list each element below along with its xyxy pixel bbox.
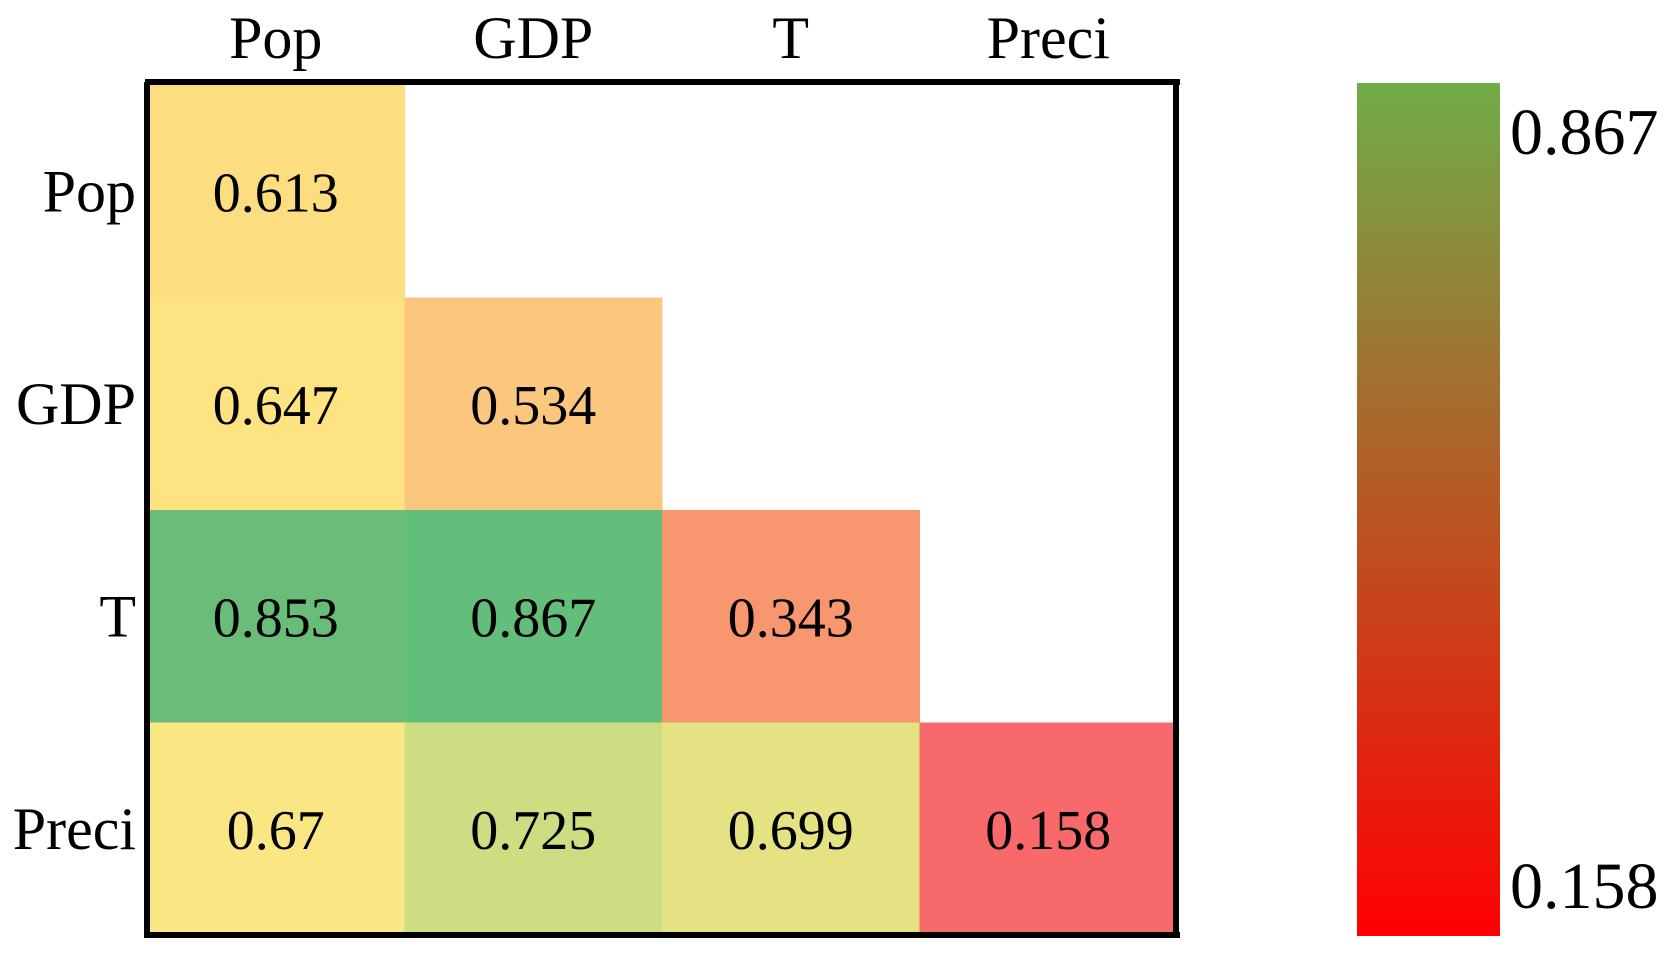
x-axis-tick-label: T (772, 5, 809, 71)
heatmap-cell-value: 0.343 (728, 587, 854, 649)
x-axis-tick-label: Pop (229, 5, 322, 71)
heatmap-cells (147, 85, 1178, 936)
heatmap-cell-value: 0.867 (470, 587, 596, 649)
heatmap-cell (662, 722, 920, 936)
y-axis-tick-label: T (99, 583, 136, 649)
heatmap-cell (147, 297, 405, 511)
heatmap-cell (404, 297, 663, 511)
heatmap-cell-labels: 0.613 0.647 0.534 0.853 0.867 0.343 0.67 0.725 0… (213, 162, 1112, 862)
y-axis-tick-label: GDP (16, 371, 136, 437)
heatmap-cell-value: 0.699 (728, 800, 854, 862)
heatmap-cell (404, 510, 663, 723)
heatmap-cell (662, 510, 920, 723)
y-axis-tick-label: Preci (13, 796, 136, 862)
heatmap-frame (144, 79, 1180, 938)
heatmap-cell-value: 0.67 (227, 800, 325, 862)
heatmap-axis-labels: Pop GDP T Preci Pop GDP T Preci (13, 5, 1110, 862)
heatmap-cell (404, 722, 663, 936)
x-axis-tick-label: GDP (473, 5, 593, 71)
heatmap-cell-value: 0.613 (213, 162, 339, 224)
heatmap-cell (147, 85, 405, 298)
colorbar-gradient (1357, 83, 1500, 936)
colorbar-min-label: 0.158 (1510, 850, 1659, 923)
colorbar: 0.867 0.158 (1357, 83, 1659, 936)
colorbar-max-label: 0.867 (1510, 96, 1659, 169)
x-axis-tick-label: Preci (987, 5, 1110, 71)
heatmap-cell-value: 0.725 (470, 800, 596, 862)
y-axis-tick-label: Pop (43, 158, 136, 224)
heatmap-cell-value: 0.534 (470, 375, 596, 437)
heatmap-cell (147, 722, 405, 936)
heatmap-cell-value: 0.647 (213, 375, 339, 437)
heatmap-cell-value: 0.158 (985, 800, 1111, 862)
heatmap-cell (919, 722, 1178, 936)
heatmap-cell-value: 0.853 (213, 587, 339, 649)
heatmap-cell (147, 510, 405, 723)
